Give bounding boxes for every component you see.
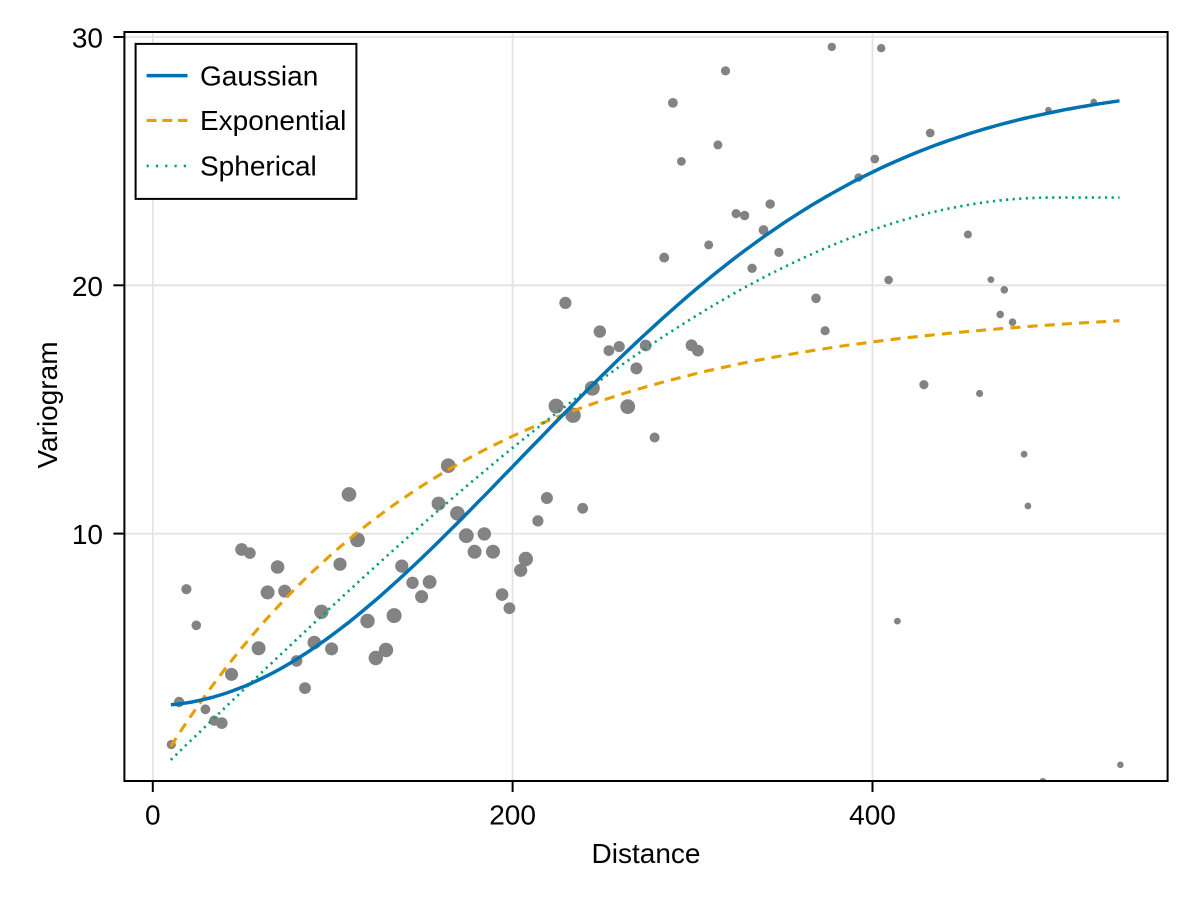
svg-text:30: 30 — [72, 23, 103, 54]
svg-text:200: 200 — [489, 800, 536, 831]
svg-text:10: 10 — [72, 519, 103, 550]
svg-text:400: 400 — [849, 800, 896, 831]
svg-text:Exponential: Exponential — [200, 105, 346, 136]
svg-text:Distance: Distance — [592, 838, 701, 869]
svg-text:Variogram: Variogram — [32, 341, 63, 468]
svg-text:20: 20 — [72, 271, 103, 302]
svg-text:0: 0 — [145, 800, 161, 831]
svg-text:Spherical: Spherical — [200, 151, 317, 182]
svg-text:Gaussian: Gaussian — [200, 60, 318, 91]
